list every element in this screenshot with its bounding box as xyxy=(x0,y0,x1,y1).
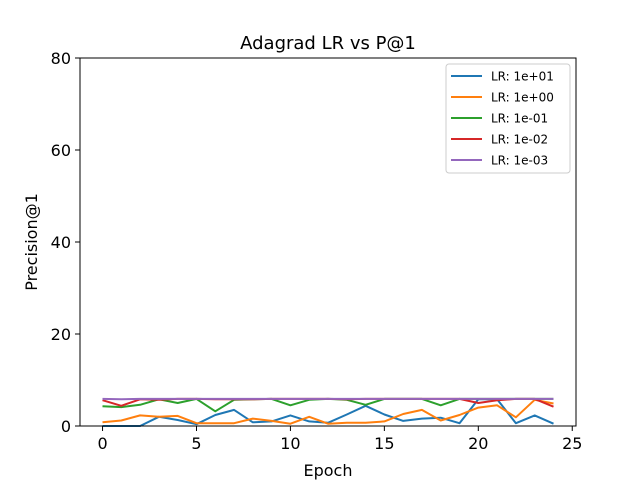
chart-title: Adagrad LR vs P@1 xyxy=(240,33,416,54)
y-tick-label: 40 xyxy=(51,233,71,252)
legend-label-3: LR: 1e-02 xyxy=(491,133,548,147)
y-tick-label: 20 xyxy=(51,325,71,344)
legend-label-2: LR: 1e-01 xyxy=(491,112,548,126)
x-tick-label: 5 xyxy=(191,434,201,453)
series-line-2 xyxy=(102,397,554,413)
x-tick-label: 20 xyxy=(468,434,488,453)
x-tick-label: 10 xyxy=(280,434,300,453)
x-tick-label: 25 xyxy=(562,434,582,453)
plot-area xyxy=(102,397,554,427)
legend-box xyxy=(445,63,571,174)
x-axis-label: Epoch xyxy=(304,461,353,480)
series-line-1 xyxy=(102,398,554,425)
y-axis: 0 20 40 60 80 xyxy=(51,49,80,436)
legend: LR: 1e+01 LR: 1e+00 LR: 1e-01 LR: 1e-02 LR: … xyxy=(445,63,571,174)
legend-label-4: LR: 1e-03 xyxy=(491,154,548,168)
y-tick-label: 60 xyxy=(51,141,71,160)
y-axis-label: Precision@1 xyxy=(22,193,41,291)
series-line-0 xyxy=(102,398,554,427)
y-tick-label: 80 xyxy=(51,49,71,68)
legend-label-1: LR: 1e+00 xyxy=(491,91,554,105)
x-axis: 0 5 10 15 20 25 xyxy=(97,426,582,453)
legend-label-0: LR: 1e+01 xyxy=(491,70,554,84)
x-tick-label: 15 xyxy=(374,434,394,453)
y-tick-label: 0 xyxy=(61,417,71,436)
x-tick-label: 0 xyxy=(97,434,107,453)
